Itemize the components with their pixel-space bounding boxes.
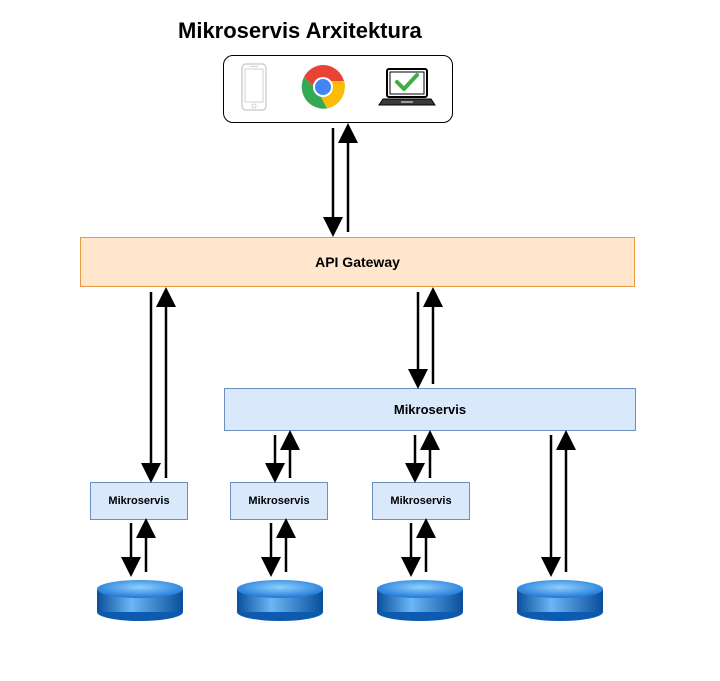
database-icon (235, 579, 325, 623)
microservice-aggregator-label: Mikroservis (394, 402, 466, 417)
api-gateway-box: API Gateway (80, 237, 635, 287)
chrome-icon (299, 63, 347, 116)
laptop-check-icon (377, 63, 437, 116)
microservice-label: Mikroservis (248, 495, 309, 507)
microservice-box: Mikroservis (372, 482, 470, 520)
database-icon (375, 579, 465, 623)
api-gateway-label: API Gateway (315, 254, 400, 270)
phone-outline-icon (239, 62, 269, 117)
microservice-box: Mikroservis (90, 482, 188, 520)
diagram-title: Mikroservis Arxitektura (178, 18, 422, 44)
database-icon (515, 579, 605, 623)
client-devices-box (223, 55, 453, 123)
microservice-label: Mikroservis (108, 495, 169, 507)
microservice-label: Mikroservis (390, 495, 451, 507)
database-icon (95, 579, 185, 623)
microservice-box: Mikroservis (230, 482, 328, 520)
microservice-aggregator-box: Mikroservis (224, 388, 636, 431)
